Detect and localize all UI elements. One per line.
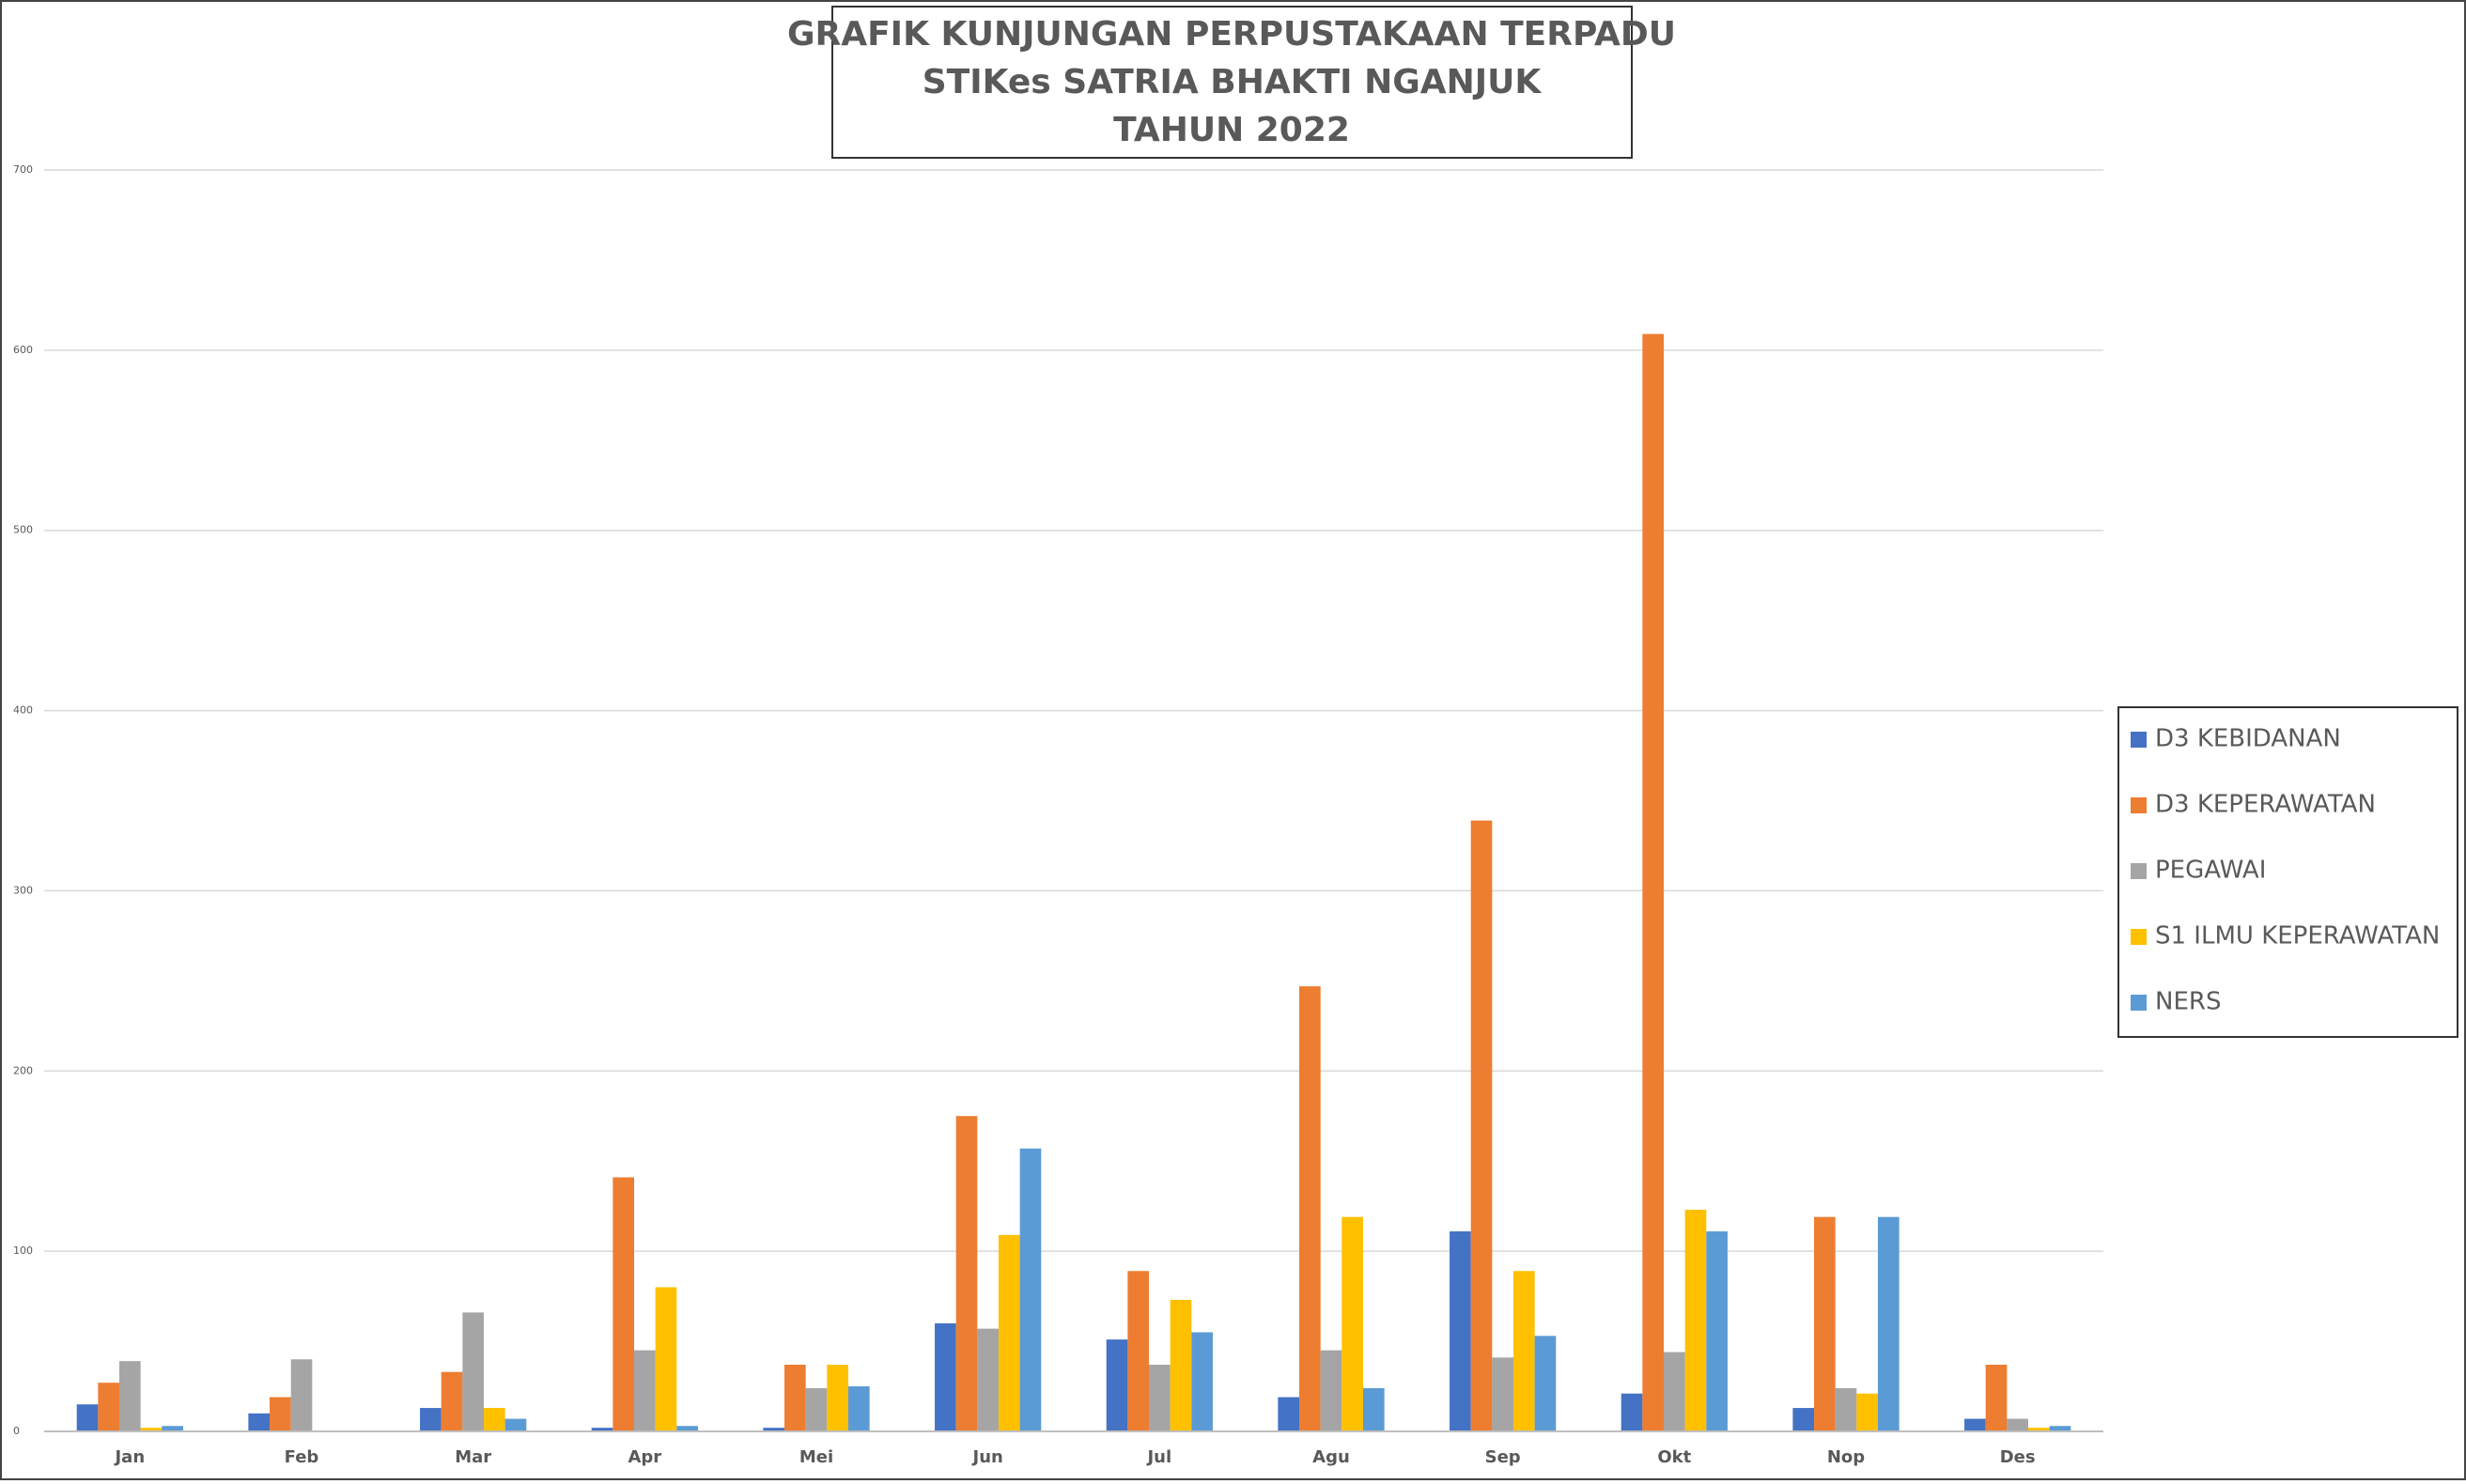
y-tick-label: 600 xyxy=(13,344,33,356)
x-tick-label: Mei xyxy=(799,1447,833,1467)
legend-box xyxy=(2117,706,2458,1038)
bar xyxy=(1835,1387,1857,1431)
bar xyxy=(1512,1271,1535,1431)
bar xyxy=(763,1428,785,1431)
bar xyxy=(483,1408,505,1431)
bar xyxy=(270,1397,291,1431)
bar xyxy=(162,1426,183,1431)
bar xyxy=(1856,1393,1878,1431)
legend-label: PEGAWAI xyxy=(2155,857,2266,885)
bar xyxy=(613,1177,635,1431)
y-tick-label: 700 xyxy=(13,163,33,176)
legend-label: D3 KEPERAWATAN xyxy=(2155,791,2376,819)
bar xyxy=(2027,1428,2050,1431)
bar xyxy=(1299,986,1321,1431)
bar xyxy=(248,1413,271,1431)
bar xyxy=(1149,1365,1171,1431)
y-tick-label: 500 xyxy=(13,524,33,536)
bar xyxy=(1320,1350,1342,1431)
chart-title: TAHUN 2022 xyxy=(1113,111,1350,149)
bar xyxy=(504,1418,527,1431)
legend-label: S1 ILMU KEPERAWATAN xyxy=(2155,922,2440,951)
bar xyxy=(1342,1216,1363,1431)
bar xyxy=(462,1312,484,1431)
y-tick-label: 0 xyxy=(13,1425,20,1437)
bar xyxy=(1877,1216,1900,1431)
bar xyxy=(1106,1339,1128,1431)
bar xyxy=(76,1404,99,1431)
bar xyxy=(977,1328,999,1431)
bar xyxy=(935,1322,956,1431)
y-tick-label: 200 xyxy=(13,1064,33,1076)
legend-swatch xyxy=(2131,929,2147,945)
bar xyxy=(1191,1332,1213,1431)
bar xyxy=(1534,1336,1557,1431)
bar xyxy=(591,1428,613,1431)
bar xyxy=(998,1234,1020,1431)
x-tick-label: Jun xyxy=(971,1447,1003,1467)
bar xyxy=(655,1287,677,1431)
bar xyxy=(1127,1271,1150,1431)
bar xyxy=(1964,1418,1986,1431)
legend-swatch xyxy=(2131,995,2147,1011)
bar xyxy=(2049,1426,2071,1431)
bar xyxy=(1642,333,1665,1432)
bar xyxy=(420,1408,442,1431)
legend-label: NERS xyxy=(2155,988,2221,1016)
bar xyxy=(98,1383,120,1431)
x-tick-label: Agu xyxy=(1312,1447,1350,1467)
bar xyxy=(805,1387,828,1431)
bar xyxy=(140,1428,163,1431)
bar xyxy=(955,1116,978,1431)
x-tick-label: Feb xyxy=(285,1447,319,1467)
bar xyxy=(1278,1397,1300,1431)
legend-label: D3 KEBIDANAN xyxy=(2155,725,2341,753)
bar xyxy=(1492,1357,1513,1431)
bar xyxy=(1664,1352,1685,1431)
y-tick-label: 300 xyxy=(13,884,33,896)
bar xyxy=(1985,1365,2008,1431)
bar xyxy=(2007,1418,2028,1431)
x-tick-label: Jul xyxy=(1145,1447,1171,1467)
bar xyxy=(1621,1393,1643,1431)
y-tick-label: 100 xyxy=(13,1244,33,1257)
bar xyxy=(119,1361,141,1431)
x-tick-label: Nop xyxy=(1827,1447,1865,1467)
x-tick-label: Mar xyxy=(455,1447,491,1467)
bar xyxy=(847,1386,870,1431)
title-box xyxy=(831,6,1633,159)
bar xyxy=(1792,1408,1815,1431)
bar xyxy=(784,1365,806,1431)
x-tick-label: Jan xyxy=(113,1447,145,1467)
bar xyxy=(1470,820,1493,1431)
legend-swatch xyxy=(2131,797,2147,813)
bar xyxy=(676,1426,698,1431)
bar xyxy=(1362,1387,1385,1431)
bar xyxy=(441,1371,463,1431)
y-tick-label: 400 xyxy=(13,704,33,717)
x-tick-label: Des xyxy=(2000,1447,2036,1467)
legend-swatch xyxy=(2131,863,2147,879)
bar xyxy=(290,1359,313,1431)
bar xyxy=(1706,1231,1728,1431)
legend-swatch xyxy=(2131,732,2147,748)
bar xyxy=(1170,1299,1192,1431)
bar xyxy=(1019,1148,1042,1431)
bar xyxy=(634,1350,656,1431)
chart-title: GRAFIK KUNJUNGAN PERPUSTAKAAN TERPADU xyxy=(787,15,1676,54)
bar xyxy=(1450,1231,1471,1431)
bar xyxy=(1684,1210,1707,1431)
x-tick-label: Okt xyxy=(1657,1447,1691,1467)
bar xyxy=(1814,1216,1836,1431)
chart-title: STIKes SATRIA BHAKTI NGANJUK xyxy=(923,63,1543,101)
x-tick-label: Apr xyxy=(628,1447,661,1467)
bar xyxy=(827,1365,848,1431)
x-tick-label: Sep xyxy=(1485,1447,1521,1467)
